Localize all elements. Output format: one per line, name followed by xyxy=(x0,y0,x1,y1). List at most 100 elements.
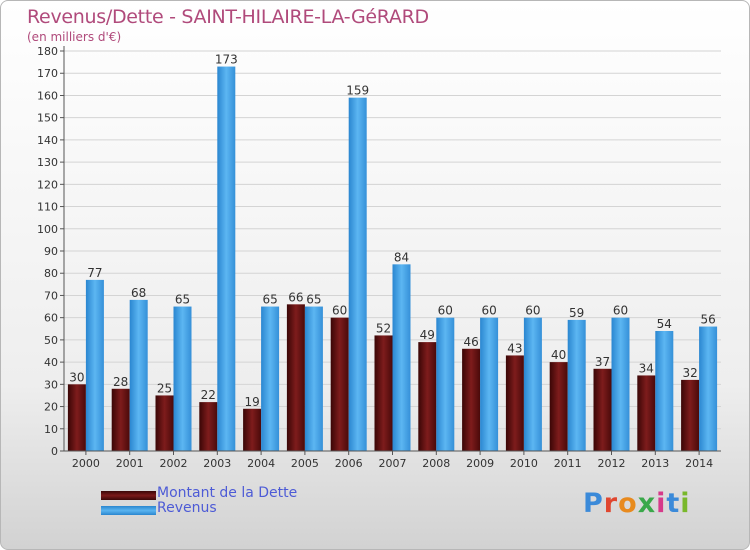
y-tick-label: 120 xyxy=(37,178,58,191)
bar-revenue xyxy=(85,279,104,451)
logo-letter: i xyxy=(680,488,691,519)
x-tick-label: 2007 xyxy=(379,457,407,470)
y-tick-label: 30 xyxy=(44,378,58,391)
y-tick-label: 70 xyxy=(44,289,58,302)
bar-revenue xyxy=(217,66,236,452)
data-label-revenue: 65 xyxy=(306,293,321,307)
bar-revenue xyxy=(567,319,586,451)
bar-debt xyxy=(593,368,612,451)
data-label-revenue: 84 xyxy=(394,250,409,264)
data-label-debt: 34 xyxy=(639,361,654,375)
data-label-debt: 37 xyxy=(595,355,610,369)
bar-debt xyxy=(637,375,656,451)
data-label-debt: 43 xyxy=(507,341,522,355)
bar-debt xyxy=(155,395,174,451)
bar-revenue xyxy=(348,97,367,452)
data-label-revenue: 77 xyxy=(87,266,102,280)
x-tick-label: 2009 xyxy=(466,457,494,470)
logo-letter: o xyxy=(618,488,638,519)
data-label-revenue: 173 xyxy=(215,53,238,67)
y-tick-label: 40 xyxy=(44,356,58,369)
y-tick-label: 170 xyxy=(37,67,58,80)
data-label-debt: 30 xyxy=(69,370,84,384)
y-tick-label: 10 xyxy=(44,423,58,436)
data-label-debt: 28 xyxy=(113,375,128,389)
logo-letter: P xyxy=(583,488,604,519)
y-tick-label: 110 xyxy=(37,201,58,214)
y-tick-label: 0 xyxy=(51,445,58,458)
data-label-revenue: 56 xyxy=(700,313,715,327)
data-label-revenue: 60 xyxy=(525,304,540,318)
bar-debt xyxy=(681,379,700,451)
y-tick-label: 130 xyxy=(37,156,58,169)
bar-debt xyxy=(67,384,86,451)
data-label-revenue: 65 xyxy=(262,293,277,307)
y-tick-label: 60 xyxy=(44,312,58,325)
x-tick-label: 2003 xyxy=(203,457,231,470)
bar-revenue xyxy=(611,317,630,451)
x-tick-label: 2014 xyxy=(685,457,713,470)
x-tick-label: 2006 xyxy=(335,457,363,470)
legend-swatch-revenue xyxy=(101,506,156,515)
bar-revenue xyxy=(480,317,499,451)
y-tick-label: 90 xyxy=(44,245,58,258)
bar-debt xyxy=(330,317,349,451)
x-tick-label: 2001 xyxy=(116,457,144,470)
bar-debt xyxy=(111,388,130,451)
y-tick-label: 180 xyxy=(37,45,58,58)
data-label-revenue: 60 xyxy=(613,304,628,318)
data-label-revenue: 65 xyxy=(175,293,190,307)
y-tick-label: 50 xyxy=(44,334,58,347)
x-tick-label: 2012 xyxy=(598,457,626,470)
x-tick-label: 2000 xyxy=(72,457,100,470)
logo-letter: t xyxy=(666,488,681,519)
bar-debt xyxy=(418,342,437,451)
y-tick-label: 160 xyxy=(37,89,58,102)
proxiti-logo: Proxiti xyxy=(583,488,691,519)
legend-swatch-debt xyxy=(101,491,156,500)
bar-revenue xyxy=(523,317,542,451)
data-label-debt: 66 xyxy=(288,290,303,304)
bar-revenue xyxy=(261,306,280,451)
logo-letter: x xyxy=(637,488,657,519)
bar-revenue xyxy=(392,264,411,451)
x-tick-label: 2010 xyxy=(510,457,538,470)
data-label-revenue: 68 xyxy=(131,286,146,300)
bar-revenue xyxy=(655,331,674,451)
y-tick-label: 150 xyxy=(37,112,58,125)
data-label-debt: 22 xyxy=(201,388,216,402)
legend-label-revenue: Revenus xyxy=(157,500,217,516)
chart-title: Revenus/Dette - SAINT-HILAIRE-LA-GéRARD xyxy=(27,6,429,28)
bar-revenue xyxy=(173,306,192,451)
x-tick-label: 2004 xyxy=(247,457,275,470)
data-label-revenue: 54 xyxy=(657,317,672,331)
data-label-debt: 46 xyxy=(463,335,478,349)
y-tick-label: 80 xyxy=(44,267,58,280)
x-tick-label: 2008 xyxy=(422,457,450,470)
x-tick-label: 2011 xyxy=(554,457,582,470)
data-label-debt: 19 xyxy=(244,395,259,409)
y-tick-label: 100 xyxy=(37,223,58,236)
data-label-debt: 32 xyxy=(682,366,697,380)
data-label-debt: 40 xyxy=(551,348,566,362)
y-tick-label: 20 xyxy=(44,401,58,414)
logo-letter: r xyxy=(603,488,619,519)
x-tick-label: 2002 xyxy=(160,457,188,470)
data-label-revenue: 60 xyxy=(481,304,496,318)
x-tick-label: 2005 xyxy=(291,457,319,470)
chart-subtitle: (en milliers d'€) xyxy=(27,30,122,44)
bar-debt xyxy=(462,348,481,451)
x-tick-label: 2013 xyxy=(641,457,669,470)
data-label-revenue: 159 xyxy=(346,84,369,98)
y-tick-label: 140 xyxy=(37,134,58,147)
bar-debt xyxy=(505,355,524,451)
bar-revenue xyxy=(699,326,718,451)
bar-debt xyxy=(374,335,393,451)
bar-debt xyxy=(286,304,305,451)
bar-revenue xyxy=(436,317,455,451)
legend-label-debt: Montant de la Dette xyxy=(157,485,298,501)
bar-revenue xyxy=(129,299,148,451)
data-label-debt: 25 xyxy=(157,381,172,395)
